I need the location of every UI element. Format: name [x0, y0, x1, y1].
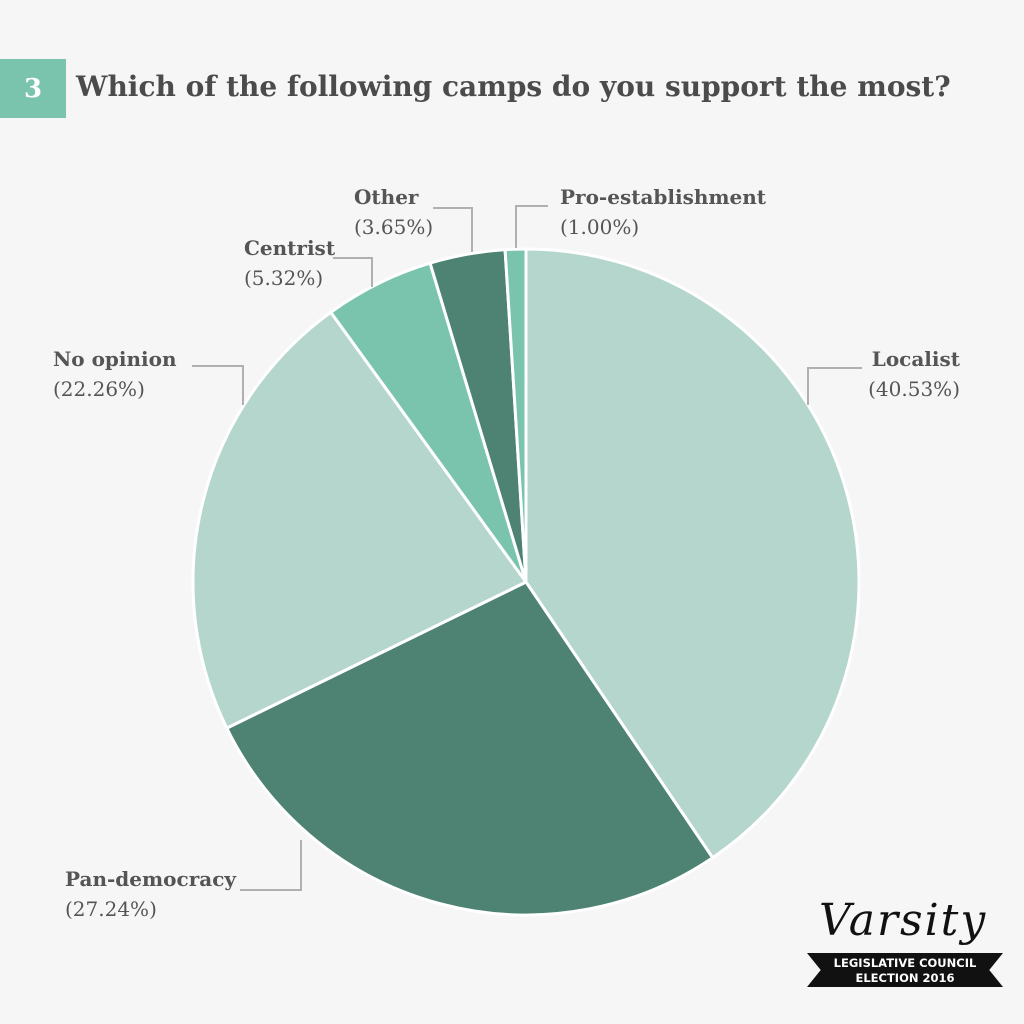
slice-label: Localist [872, 347, 961, 371]
slice-percentage: (3.65%) [354, 215, 433, 239]
slice-label: No opinion [53, 347, 177, 371]
leader-line [807, 367, 862, 405]
pie-slice-no-opinion [191, 310, 528, 730]
slice-label: Centrist [244, 236, 336, 260]
slice-label: Other [354, 185, 419, 209]
slice-percentage: (40.53%) [868, 377, 960, 401]
slice-percentage: (27.24%) [65, 897, 157, 921]
question-number-badge: 3 [0, 59, 66, 118]
leader-line [333, 257, 373, 287]
logo-wordmark: Varsity [819, 895, 988, 946]
pie-slice-pan-democracy [225, 580, 715, 917]
leader-line [240, 840, 302, 891]
leader-line [515, 205, 548, 248]
slice-percentage: (5.32%) [244, 266, 323, 290]
leader-line [192, 365, 244, 405]
pie-slice-localist [524, 247, 861, 860]
pie-slice-pro-establishment [503, 247, 528, 584]
banner-line-1: LEGISLATIVE COUNCIL [833, 956, 977, 970]
slice-percentage: (1.00%) [560, 215, 639, 239]
banner-line-2: ELECTION 2016 [855, 971, 955, 985]
logo-banner: LEGISLATIVE COUNCIL ELECTION 2016 [807, 953, 1003, 987]
leader-line [433, 207, 473, 252]
varsity-logo: Varsity LEGISLATIVE COUNCIL ELECTION 201… [807, 895, 1007, 1020]
question-title: Which of the following camps do you supp… [76, 70, 951, 103]
slice-label: Pro-establishment [560, 185, 767, 209]
slice-label: Pan-democracy [65, 867, 237, 891]
slice-percentage: (22.26%) [53, 377, 145, 401]
